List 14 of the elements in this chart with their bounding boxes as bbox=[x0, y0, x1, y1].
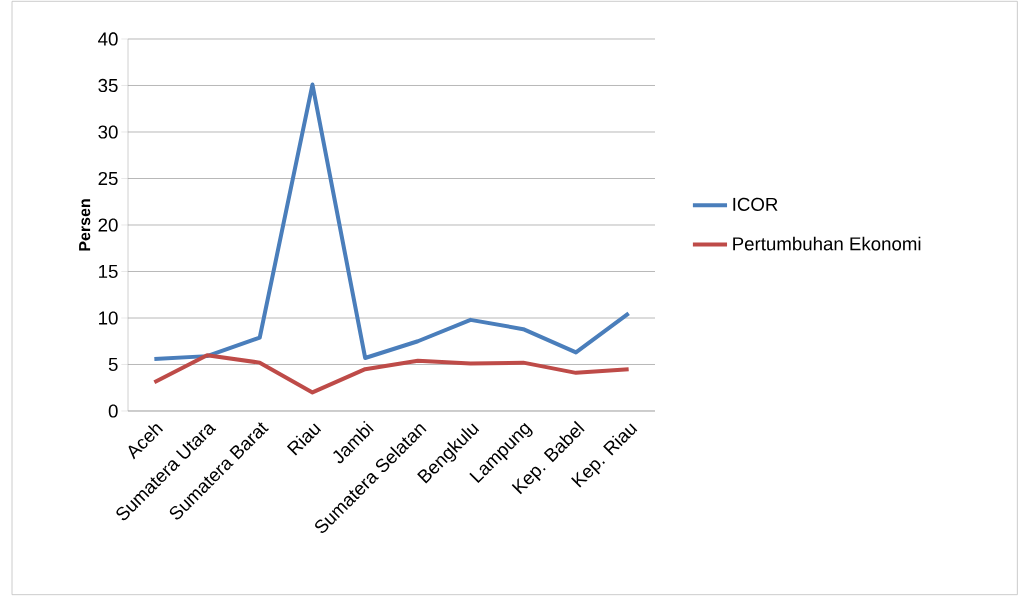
line-series bbox=[152, 353, 631, 395]
y-tick-label: 15 bbox=[99, 264, 118, 279]
y-tick-label: 20 bbox=[98, 218, 118, 232]
legend-label: ICOR bbox=[733, 197, 778, 211]
legend-label: Pertumbuhan Ekonomi bbox=[733, 236, 921, 251]
line-series bbox=[152, 82, 631, 361]
y-tick-label: 5 bbox=[108, 357, 118, 372]
y-tick-label: 10 bbox=[99, 311, 118, 325]
y-tick-label: 35 bbox=[98, 78, 118, 93]
y-tick-label: 0 bbox=[108, 404, 118, 418]
y-tick-label: 30 bbox=[98, 125, 118, 139]
y-tick-label: 25 bbox=[98, 171, 118, 186]
y-axis-title: Persen bbox=[79, 199, 91, 251]
y-tick-label: 40 bbox=[98, 32, 118, 46]
